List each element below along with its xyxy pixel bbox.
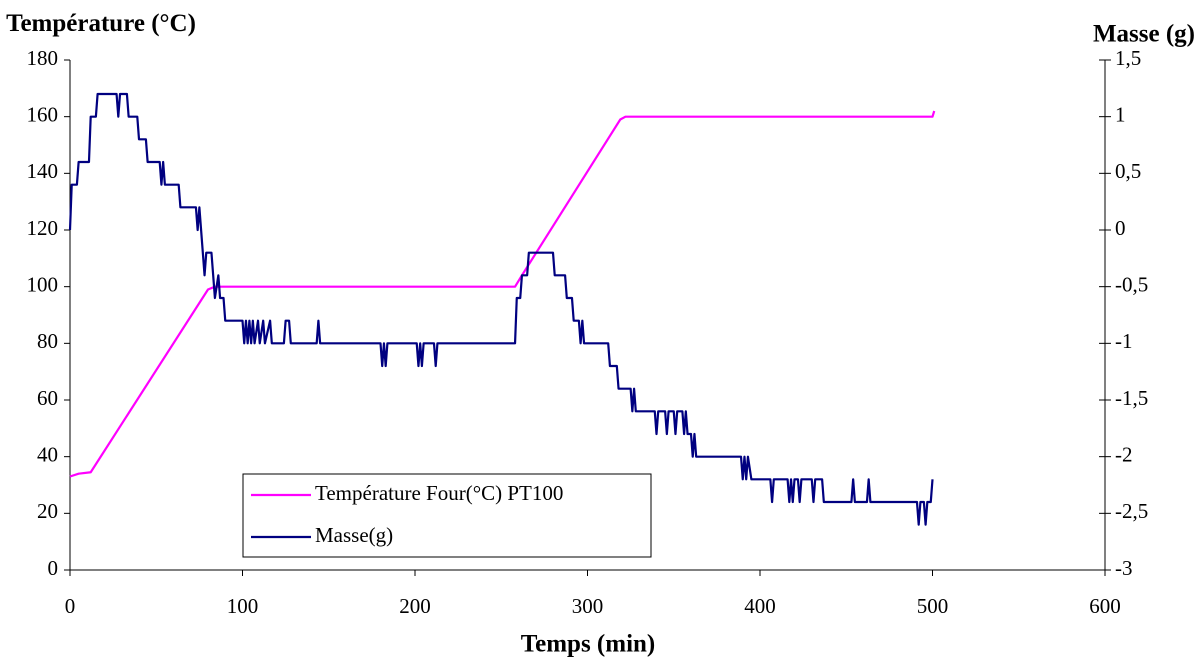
y-tick-label: 160 [27,102,59,126]
x-tick-label: 0 [65,594,76,618]
y2-tick-label: -1 [1115,329,1133,353]
y-tick-label: 60 [37,386,58,410]
y2-tick-label: 1 [1115,102,1126,126]
y2-tick-label: -3 [1115,556,1133,580]
x-axis-label: Temps (min) [521,631,656,658]
y-tick-label: 80 [37,329,58,353]
series-line [68,92,934,526]
y-axis-label: Température (°C) [6,10,196,37]
y2-tick-label: -0,5 [1115,272,1148,296]
y2-tick-label: 0,5 [1115,159,1141,183]
x-tick-label: 200 [399,594,431,618]
y-tick-label: 120 [27,216,59,240]
y-tick-label: 100 [27,272,59,296]
y2-axis-label: Masse (g) [1093,21,1195,48]
x-tick-label: 600 [1089,594,1121,618]
y-tick-label: 180 [27,46,59,70]
legend-box [242,473,652,558]
y2-tick-label: -2,5 [1115,499,1148,523]
y2-tick-label: -2 [1115,442,1133,466]
y-tick-label: 20 [37,499,58,523]
x-tick-label: 400 [744,594,776,618]
y2-tick-label: -1,5 [1115,386,1148,410]
x-tick-label: 100 [227,594,259,618]
x-tick-label: 500 [917,594,949,618]
y-tick-label: 40 [37,442,58,466]
y2-tick-label: 1,5 [1115,46,1141,70]
legend-label: Température Four(°C) PT100 [315,481,563,505]
y2-tick-label: 0 [1115,216,1126,240]
x-tick-label: 300 [572,594,604,618]
series-line [69,110,936,478]
y-tick-label: 140 [27,159,59,183]
legend-label: Masse(g) [315,523,393,547]
y-tick-label: 0 [48,556,59,580]
